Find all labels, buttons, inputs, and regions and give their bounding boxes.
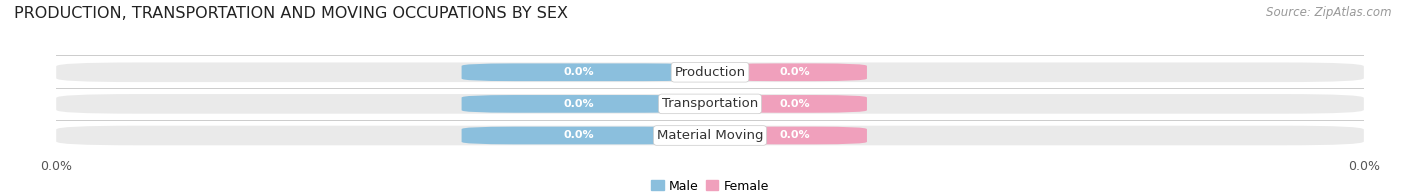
FancyBboxPatch shape bbox=[723, 127, 868, 144]
FancyBboxPatch shape bbox=[56, 126, 1364, 145]
FancyBboxPatch shape bbox=[56, 94, 1364, 114]
FancyBboxPatch shape bbox=[723, 64, 868, 81]
Text: 0.0%: 0.0% bbox=[564, 67, 595, 77]
FancyBboxPatch shape bbox=[723, 95, 868, 113]
FancyBboxPatch shape bbox=[461, 64, 697, 81]
Text: 0.0%: 0.0% bbox=[780, 99, 810, 109]
FancyBboxPatch shape bbox=[461, 95, 697, 113]
Text: 0.0%: 0.0% bbox=[564, 131, 595, 141]
Text: Source: ZipAtlas.com: Source: ZipAtlas.com bbox=[1267, 6, 1392, 19]
FancyBboxPatch shape bbox=[56, 63, 1364, 82]
Text: Material Moving: Material Moving bbox=[657, 129, 763, 142]
Text: Transportation: Transportation bbox=[662, 97, 758, 110]
Text: 0.0%: 0.0% bbox=[780, 131, 810, 141]
Text: 0.0%: 0.0% bbox=[564, 99, 595, 109]
Text: PRODUCTION, TRANSPORTATION AND MOVING OCCUPATIONS BY SEX: PRODUCTION, TRANSPORTATION AND MOVING OC… bbox=[14, 6, 568, 21]
Text: Production: Production bbox=[675, 66, 745, 79]
Text: 0.0%: 0.0% bbox=[780, 67, 810, 77]
FancyBboxPatch shape bbox=[461, 127, 697, 144]
Legend: Male, Female: Male, Female bbox=[647, 175, 773, 196]
